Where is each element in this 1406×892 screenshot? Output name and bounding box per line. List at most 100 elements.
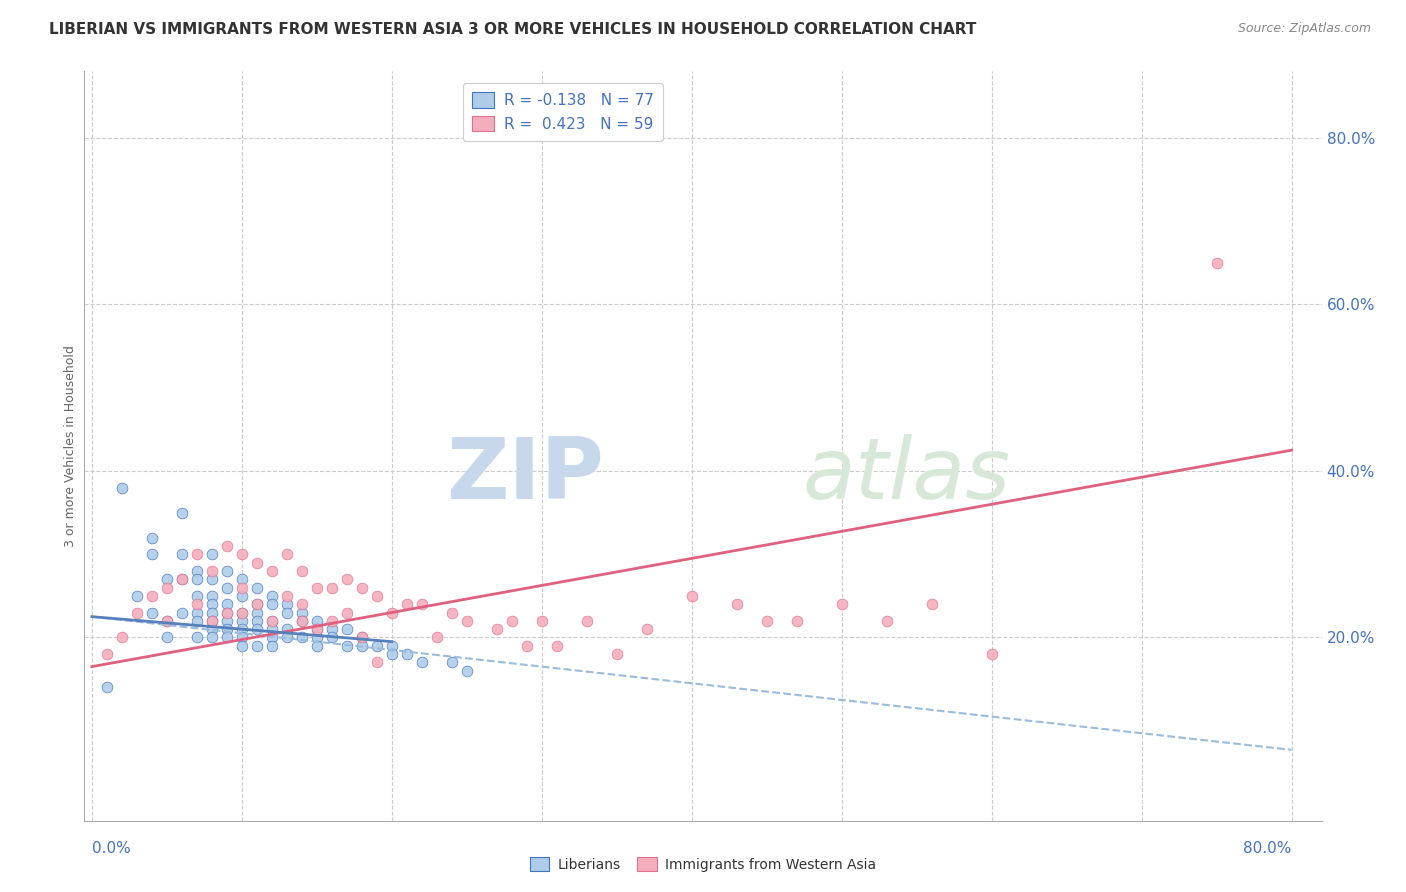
Point [215, 539, 238, 553]
Point [186, 614, 208, 628]
Point [336, 639, 359, 653]
Point [291, 631, 314, 645]
Point [321, 622, 343, 636]
Point [411, 656, 433, 670]
Point [260, 639, 283, 653]
Point [215, 631, 238, 645]
Point [291, 564, 314, 578]
Point [215, 606, 238, 620]
Point [350, 581, 373, 595]
Point [485, 622, 508, 636]
Point [125, 606, 148, 620]
Point [246, 606, 269, 620]
Point [260, 614, 283, 628]
Point [530, 614, 553, 628]
Point [305, 622, 328, 636]
Point [456, 664, 478, 678]
Point [170, 547, 193, 561]
Y-axis label: 3 or more Vehicles in Household: 3 or more Vehicles in Household [65, 345, 77, 547]
Point [546, 639, 568, 653]
Point [231, 606, 253, 620]
Point [305, 622, 328, 636]
Point [381, 647, 404, 661]
Point [350, 631, 373, 645]
Point [141, 606, 163, 620]
Point [395, 597, 418, 611]
Point [321, 581, 343, 595]
Point [201, 564, 224, 578]
Point [305, 639, 328, 653]
Point [260, 564, 283, 578]
Point [246, 639, 269, 653]
Point [336, 622, 359, 636]
Point [201, 606, 224, 620]
Point [170, 572, 193, 586]
Text: atlas: atlas [801, 434, 1010, 517]
Point [170, 572, 193, 586]
Point [231, 581, 253, 595]
Point [170, 606, 193, 620]
Point [215, 581, 238, 595]
Point [201, 597, 224, 611]
Point [246, 597, 269, 611]
Point [260, 597, 283, 611]
Point [575, 614, 598, 628]
Point [215, 614, 238, 628]
Point [186, 631, 208, 645]
Point [231, 639, 253, 653]
Point [276, 606, 298, 620]
Point [260, 614, 283, 628]
Point [231, 572, 253, 586]
Point [156, 614, 179, 628]
Point [260, 622, 283, 636]
Point [201, 572, 224, 586]
Point [141, 531, 163, 545]
Text: ZIP: ZIP [446, 434, 605, 517]
Point [201, 622, 224, 636]
Point [305, 631, 328, 645]
Point [246, 556, 269, 570]
Text: LIBERIAN VS IMMIGRANTS FROM WESTERN ASIA 3 OR MORE VEHICLES IN HOUSEHOLD CORRELA: LIBERIAN VS IMMIGRANTS FROM WESTERN ASIA… [49, 22, 977, 37]
Point [260, 631, 283, 645]
Point [725, 597, 748, 611]
Point [246, 614, 269, 628]
Legend: Liberians, Immigrants from Western Asia: Liberians, Immigrants from Western Asia [524, 852, 882, 878]
Point [276, 589, 298, 603]
Point [186, 597, 208, 611]
Point [305, 614, 328, 628]
Point [350, 639, 373, 653]
Point [170, 506, 193, 520]
Point [366, 656, 388, 670]
Point [381, 606, 404, 620]
Point [186, 564, 208, 578]
Point [980, 647, 1002, 661]
Point [111, 481, 134, 495]
Point [201, 589, 224, 603]
Point [141, 547, 163, 561]
Point [321, 631, 343, 645]
Point [440, 606, 463, 620]
Point [755, 614, 778, 628]
Point [111, 631, 134, 645]
Point [1205, 256, 1227, 270]
Point [681, 589, 703, 603]
Point [395, 647, 418, 661]
Point [215, 606, 238, 620]
Point [366, 639, 388, 653]
Point [231, 631, 253, 645]
Point [186, 572, 208, 586]
Point [516, 639, 538, 653]
Point [381, 639, 404, 653]
Point [321, 614, 343, 628]
Point [186, 606, 208, 620]
Point [231, 614, 253, 628]
Point [276, 622, 298, 636]
Point [156, 614, 179, 628]
Point [231, 589, 253, 603]
Point [336, 572, 359, 586]
Point [201, 614, 224, 628]
Point [231, 547, 253, 561]
Point [276, 631, 298, 645]
Point [276, 547, 298, 561]
Text: 0.0%: 0.0% [91, 841, 131, 856]
